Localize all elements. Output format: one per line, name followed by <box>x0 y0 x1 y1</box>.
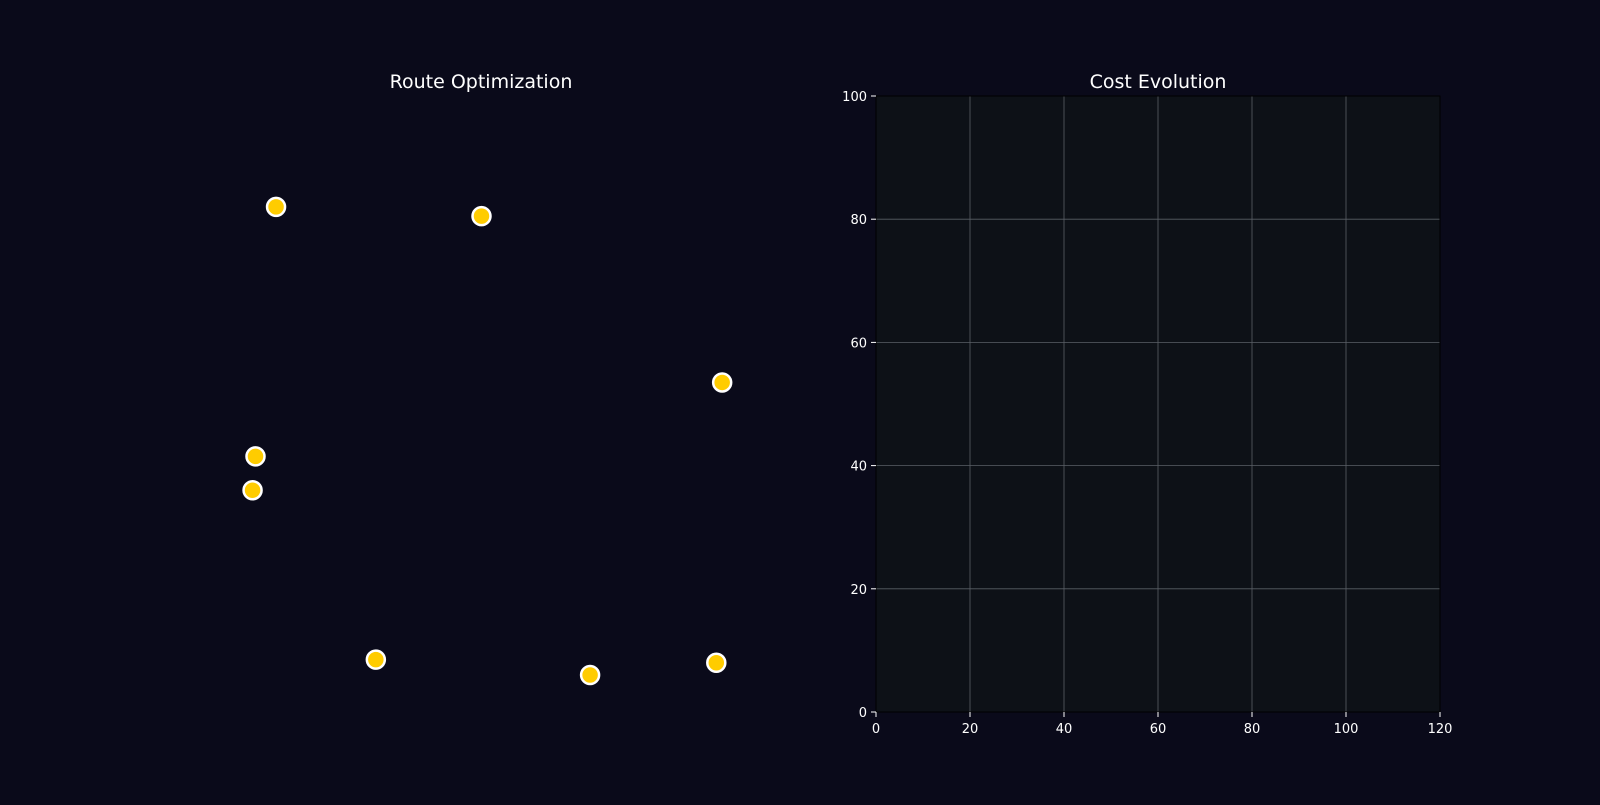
cost-y-tick-label: 40 <box>850 460 867 475</box>
cost-x-tick-label: 0 <box>872 722 880 737</box>
cost-x-axis: 0 20 40 60 80 100 120 <box>872 712 1453 737</box>
cost-y-tick-label: 20 <box>850 583 867 598</box>
route-point-8 <box>706 652 727 673</box>
route-point-7 <box>579 664 601 686</box>
cost-evolution-panel: Cost Evolution 0 20 40 60 80 100 120 0 20 40 60 80… <box>842 71 1452 737</box>
cost-y-tick-label: 0 <box>859 706 867 721</box>
route-point-1 <box>265 196 287 218</box>
route-optimization-panel: Route Optimization <box>242 71 733 686</box>
route-point-6 <box>365 649 387 670</box>
cost-evolution-title: Cost Evolution <box>1090 71 1227 93</box>
route-point-4 <box>245 446 266 467</box>
cost-y-tick-label: 60 <box>850 336 867 351</box>
cost-x-tick-label: 120 <box>1428 722 1453 737</box>
route-point-2 <box>471 205 492 227</box>
route-optimization-title: Route Optimization <box>390 71 573 93</box>
cost-x-tick-label: 60 <box>1150 722 1167 737</box>
cost-x-tick-label: 100 <box>1334 722 1359 737</box>
route-point-3 <box>711 372 733 393</box>
cost-x-tick-label: 20 <box>962 722 979 737</box>
cost-y-tick-label: 100 <box>842 90 867 105</box>
cost-y-axis: 0 20 40 60 80 100 <box>842 90 876 721</box>
cost-x-tick-label: 40 <box>1056 722 1073 737</box>
cost-x-tick-label: 80 <box>1244 722 1261 737</box>
cost-y-tick-label: 80 <box>850 213 867 228</box>
route-point-5 <box>242 479 263 501</box>
route-points-layer <box>242 196 733 686</box>
